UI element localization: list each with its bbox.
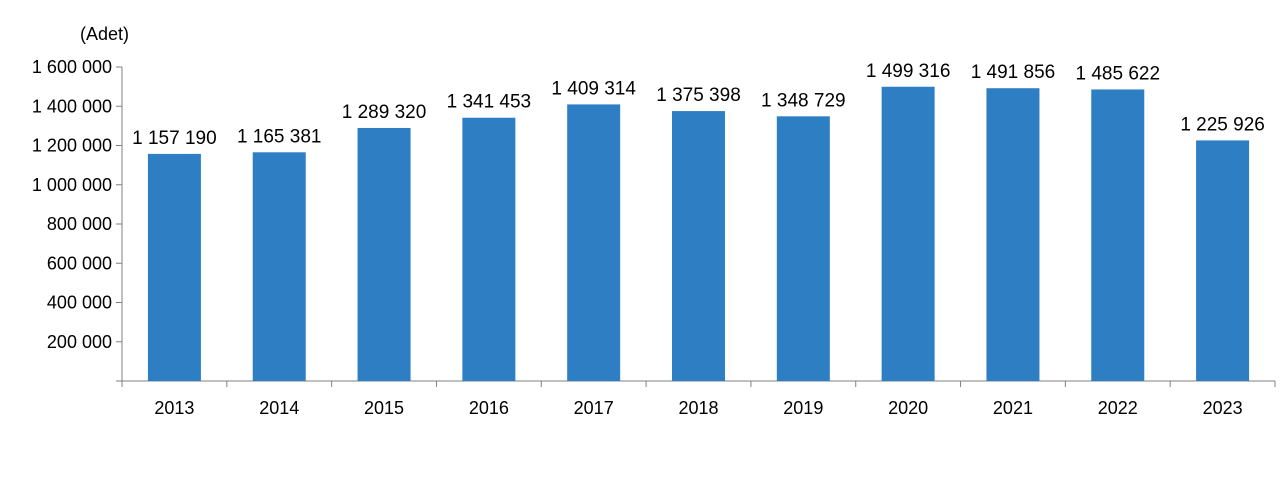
y-tick-label: 600 000 — [47, 253, 112, 273]
y-axis: 200 000 400 000 600 000 800 000 1 000 000 1 2… — [32, 57, 123, 382]
y-tick-label: 400 000 — [47, 293, 112, 313]
x-tick-label: 2017 — [574, 398, 614, 418]
data-label: 1 341 453 — [447, 92, 532, 113]
bar — [567, 104, 621, 382]
data-label: 1 409 314 — [551, 78, 636, 99]
x-tick-label: 2018 — [678, 398, 718, 418]
y-tick-label: 1 600 000 — [32, 57, 112, 77]
bar — [357, 127, 411, 381]
bar — [1196, 140, 1250, 381]
x-tick-label: 2021 — [993, 398, 1033, 418]
bar — [672, 111, 725, 382]
data-label: 1 375 398 — [656, 85, 741, 106]
data-label: 1 491 856 — [971, 62, 1056, 83]
bar — [252, 152, 306, 381]
data-label: 1 499 316 — [866, 61, 951, 82]
bar — [147, 153, 201, 381]
x-tick-label: 2014 — [259, 398, 299, 418]
data-label: 1 289 320 — [342, 102, 427, 123]
y-tick-label: 1 200 000 — [32, 136, 112, 156]
data-label: 1 157 190 — [132, 128, 217, 149]
bar — [986, 88, 1040, 381]
x-tick-label: 2022 — [1098, 398, 1138, 418]
data-labels: 1 157 190 1 165 381 1 289 320 1 341 453 1 40… — [132, 61, 1265, 149]
y-tick-label: 800 000 — [47, 214, 112, 234]
y-tick-label: 200 000 — [47, 332, 112, 352]
y-tick-label: 1 000 000 — [32, 175, 112, 195]
data-label: 1 225 926 — [1180, 114, 1265, 135]
bar — [776, 116, 830, 381]
x-tick-label: 2023 — [1203, 398, 1243, 418]
bar — [881, 86, 935, 382]
bar — [1091, 89, 1145, 381]
x-tick-label: 2020 — [888, 398, 928, 418]
x-axis: 2013 2014 2015 2016 2017 2018 2019 2020 2021 2022… — [121, 380, 1276, 418]
data-label: 1 348 729 — [761, 90, 846, 111]
y-tick-label: 1 400 000 — [32, 96, 112, 116]
bar — [462, 117, 516, 382]
data-label: 1 485 622 — [1076, 63, 1161, 84]
x-tick-label: 2013 — [154, 398, 194, 418]
bars — [147, 86, 1250, 382]
unit-label: (Adet) — [80, 24, 129, 44]
data-label: 1 165 381 — [237, 126, 322, 147]
x-tick-label: 2016 — [469, 398, 509, 418]
x-tick-label: 2015 — [364, 398, 404, 418]
x-tick-label: 2019 — [783, 398, 823, 418]
